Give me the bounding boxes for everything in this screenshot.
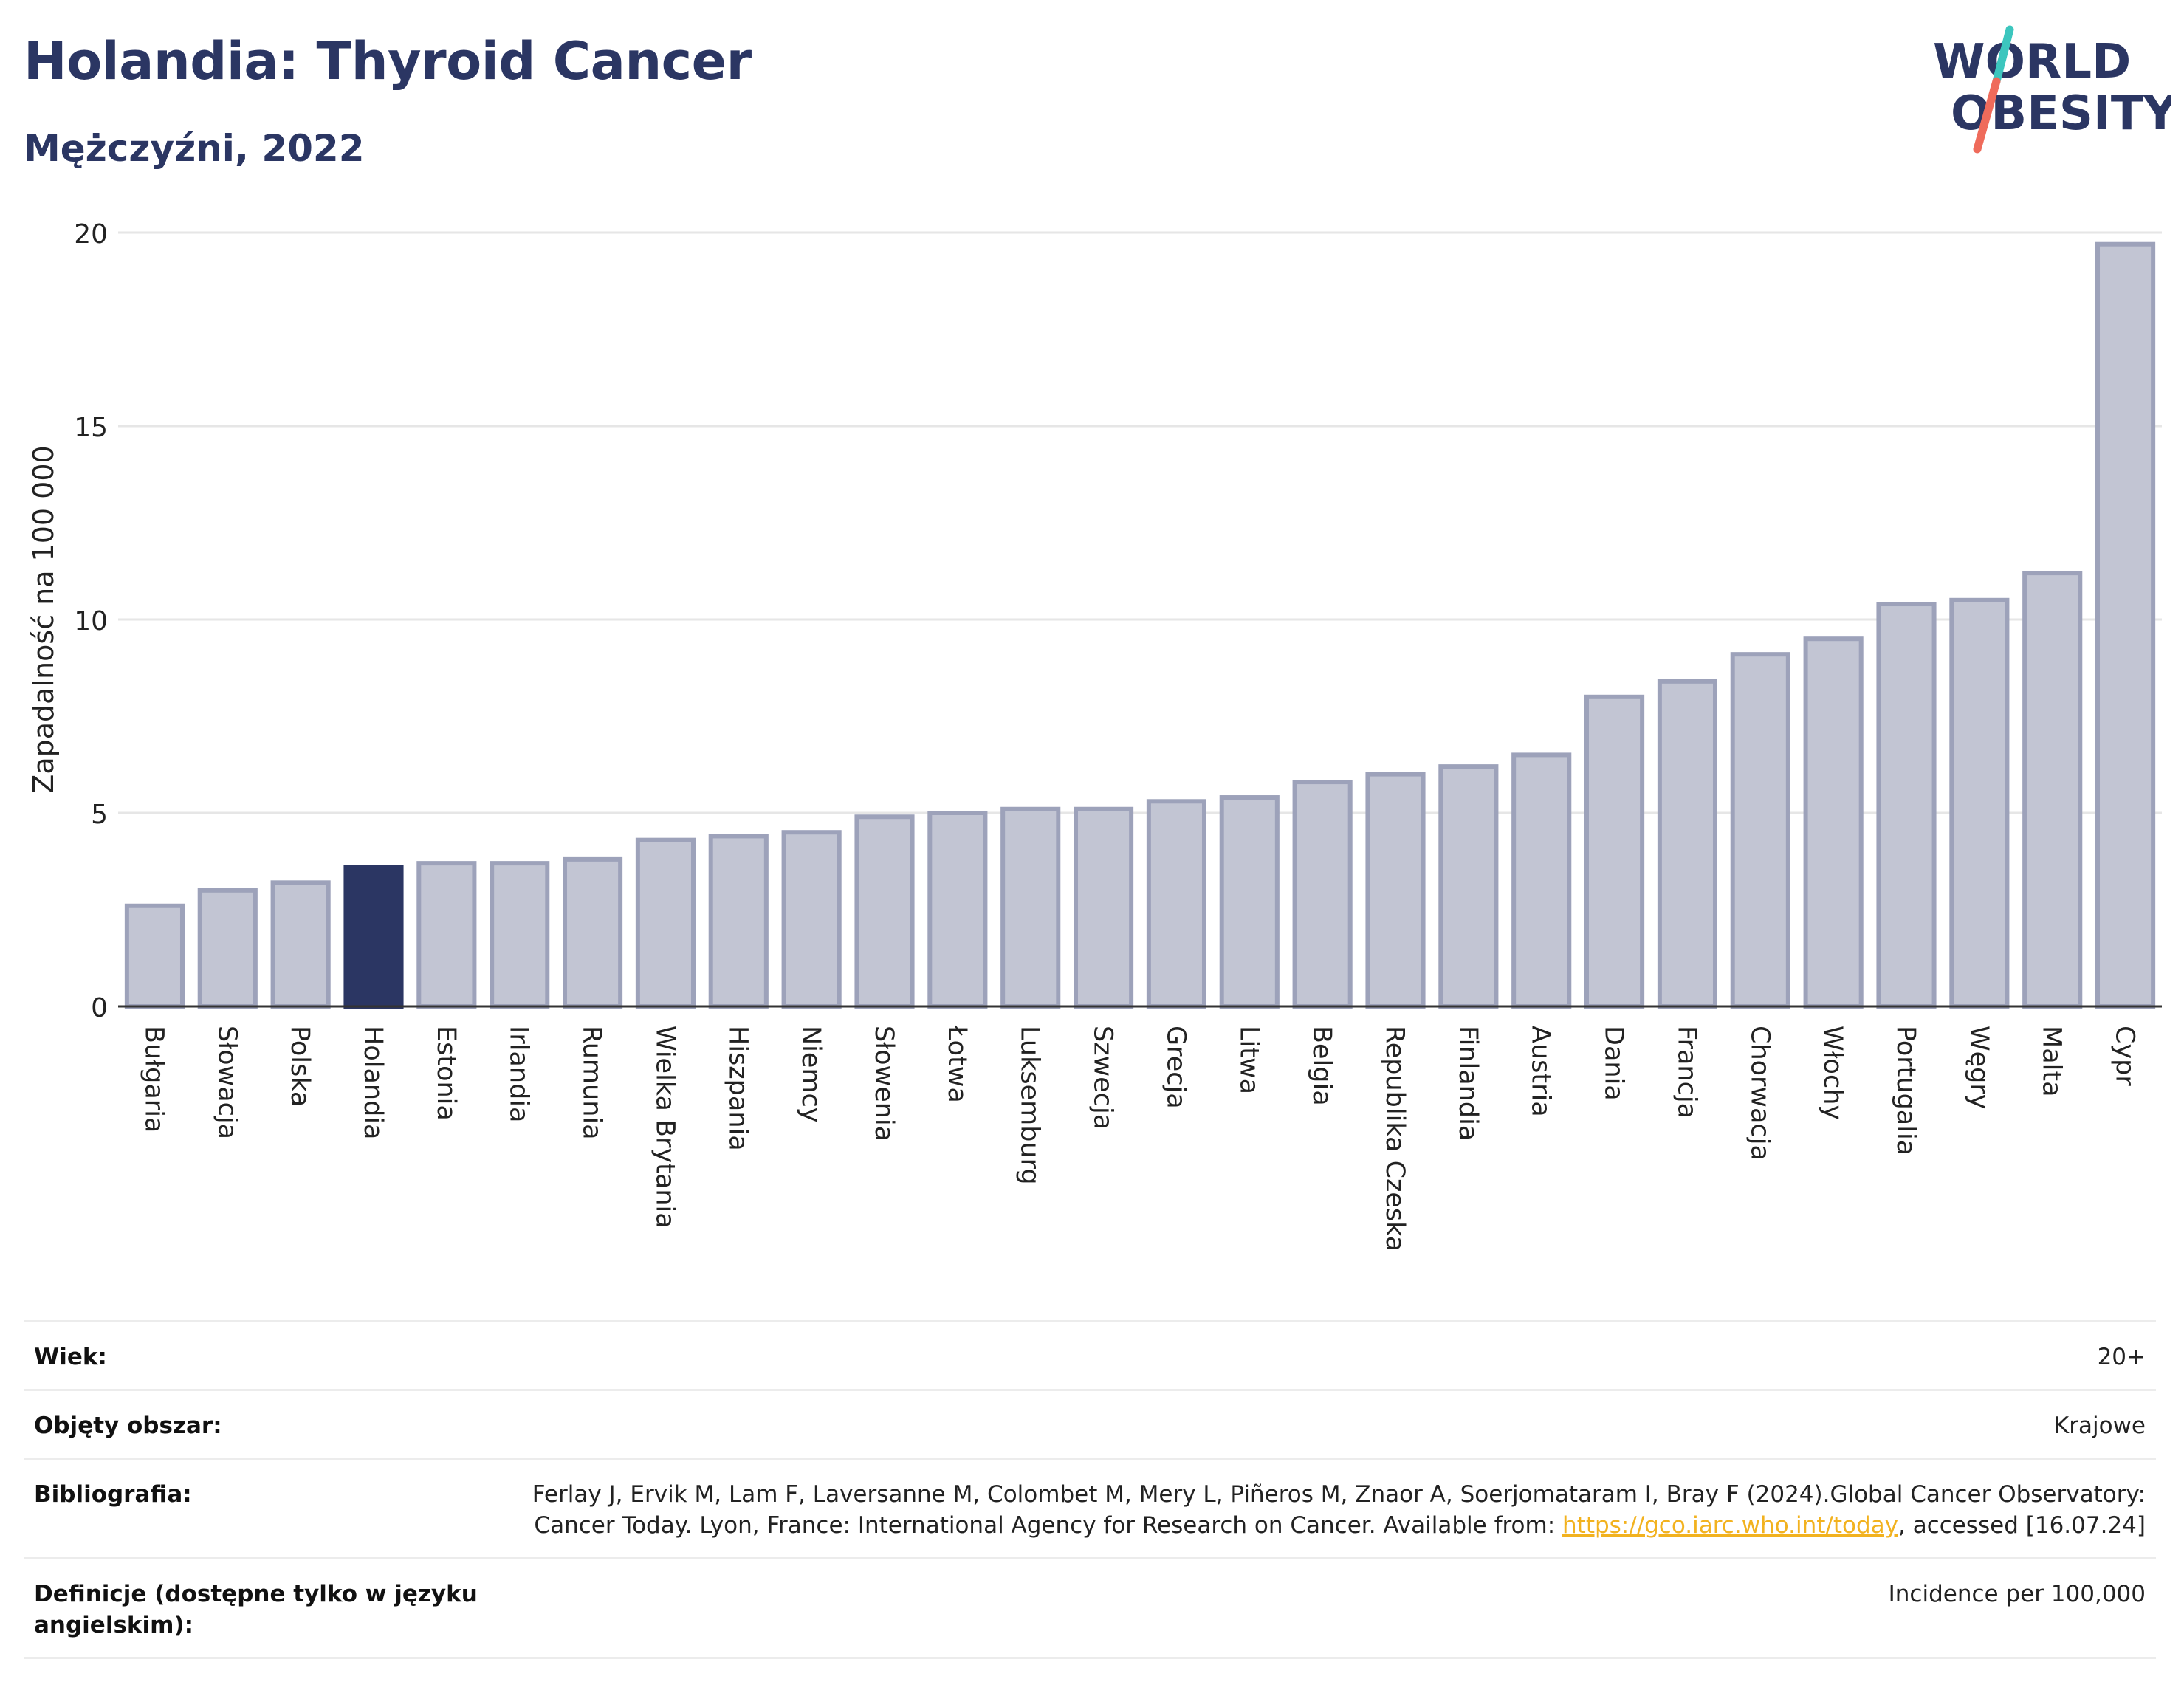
info-label-age: Wiek: (34, 1344, 107, 1370)
world-obesity-logo: WORLD OBESITY (1933, 25, 2171, 154)
logo-text-world: WORLD (1933, 35, 2131, 89)
bar (197, 888, 258, 1009)
bar (1438, 764, 1499, 1009)
y-axis-label: Zapadalność na 100 000 (27, 445, 60, 793)
bibliography-text: Ferlay J, Ervik M, Lam F, Laversanne M, … (532, 1481, 2146, 1539)
bar (1584, 694, 1645, 1009)
bar (124, 903, 185, 1009)
info-row-bibliography: Bibliografia: Ferlay J, Ervik M, Lam F, … (24, 1458, 2156, 1557)
info-value-bibliography: Ferlay J, Ervik M, Lam F, Laversanne M, … (521, 1479, 2146, 1541)
bar (854, 814, 915, 1009)
y-tick-label: 0 (91, 993, 108, 1023)
bar (490, 861, 550, 1009)
info-value-age: 20+ (2097, 1344, 2146, 1370)
info-label-bibliography: Bibliografia: (34, 1481, 192, 1508)
bibliography-accessed: , accessed [16.07.24] (1898, 1512, 2146, 1539)
bar (1365, 772, 1426, 1009)
page-subtitle: Mężczyźni, 2022 (24, 127, 365, 170)
info-row-age: Wiek: 20+ (24, 1320, 2156, 1389)
bar-chart: 0 5 10 15 20 Zapadalność na 100 000 Bułgaria Sł… (27, 219, 2162, 1252)
bar (781, 830, 842, 1009)
x-tick-label: Niemcy (796, 1026, 825, 1123)
bar (1000, 806, 1061, 1009)
info-label-coverage: Objęty obszar: (34, 1412, 222, 1439)
x-tick-label: Holandia (358, 1026, 388, 1139)
bar (1219, 795, 1280, 1009)
bar (2095, 241, 2156, 1009)
x-tick-label: Polska (285, 1026, 315, 1107)
x-tick-label: Węgry (1964, 1026, 1994, 1109)
x-tick-label: Słowenia (869, 1026, 899, 1141)
bar (1803, 636, 1864, 1009)
x-tick-label: Włochy (1818, 1026, 1847, 1120)
bar (1074, 806, 1134, 1009)
bar (1876, 602, 1937, 1009)
bar (708, 834, 769, 1009)
x-tick-label: Portugalia (1891, 1026, 1920, 1156)
y-tick-label: 20 (74, 219, 108, 250)
logo-slash-bottom (1973, 77, 2001, 154)
bar (635, 837, 696, 1009)
x-tick-label: Belgia (1307, 1026, 1336, 1106)
bar (1949, 597, 2010, 1009)
bar (927, 811, 988, 1009)
info-label-definitions: Definicje (dostępne tylko w języku angie… (34, 1581, 478, 1638)
x-tick-label: Wielka Brytania (650, 1026, 679, 1229)
bar (343, 865, 404, 1009)
x-tick-label: Austria (1526, 1026, 1556, 1117)
bar (563, 856, 623, 1009)
y-tick-label: 5 (91, 800, 108, 830)
x-tick-label: Luksemburg (1015, 1026, 1045, 1185)
x-tick-label: Rumunia (577, 1026, 607, 1140)
x-tick-label: Cypr (2110, 1026, 2140, 1086)
bar (1146, 799, 1206, 1009)
y-tick-label: 15 (74, 413, 108, 443)
x-tick-label: Słowacja (212, 1026, 241, 1139)
x-tick-label: Estonia (431, 1026, 461, 1121)
x-tick-label: Dania (1599, 1026, 1629, 1101)
x-tick-label: Szwecja (1088, 1026, 1118, 1130)
bar (1511, 752, 1572, 1009)
x-tick-label: Chorwacja (1745, 1026, 1774, 1161)
bibliography-link[interactable]: https://gco.iarc.who.int/today (1562, 1512, 1898, 1539)
x-tick-label: Francja (1672, 1026, 1701, 1119)
bar (270, 880, 331, 1009)
x-tick-label: Grecja (1161, 1026, 1190, 1109)
y-tick-label: 10 (74, 606, 108, 636)
x-tick-label: Irlandia (504, 1026, 534, 1122)
info-row-definitions: Definicje (dostępne tylko w języku angie… (24, 1557, 2156, 1659)
bar (1657, 679, 1717, 1009)
x-tick-label: Republika Czeska (1380, 1026, 1409, 1252)
x-tick-label: Łotwa (942, 1025, 972, 1103)
info-row-coverage: Objęty obszar: Krajowe (24, 1389, 2156, 1458)
bar (1292, 780, 1353, 1009)
info-value-coverage: Krajowe (2053, 1412, 2146, 1439)
bar (1730, 652, 1790, 1009)
x-tick-label: Hiszpania (723, 1026, 752, 1151)
x-tick-label: Litwa (1234, 1026, 1263, 1094)
bar (416, 861, 477, 1009)
page-title: Holandia: Thyroid Cancer (24, 31, 752, 92)
bar (2022, 571, 2083, 1009)
x-tick-label: Malta (2037, 1026, 2067, 1097)
info-value-definitions: Incidence per 100,000 (1888, 1581, 2146, 1607)
x-tick-label: Bułgaria (139, 1026, 168, 1133)
info-table: Wiek: 20+ Objęty obszar: Krajowe Bibliog… (24, 1320, 2156, 1659)
logo-slash-top (1992, 25, 2014, 86)
x-tick-label: Finlandia (1453, 1026, 1483, 1141)
